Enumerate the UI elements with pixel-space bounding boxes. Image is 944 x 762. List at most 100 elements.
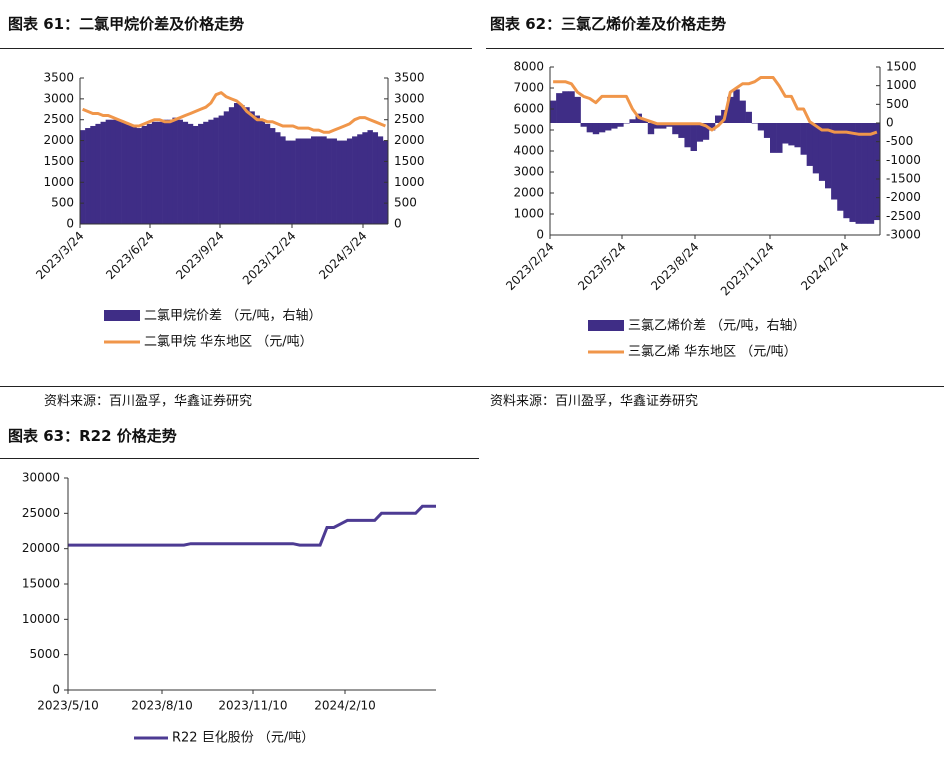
c61-bar-46 [316,136,322,224]
c61-bar-8 [121,121,127,224]
c63-price-line [68,504,436,547]
c61-bar-49 [331,138,337,224]
c61-y-left-label-1: 500 [51,196,74,210]
c61-bar-40 [285,140,291,224]
c62-bar-45 [825,123,832,189]
c61-bar-6 [110,119,117,224]
c62-y-right-label-7: 500 [886,97,909,111]
c61-bar-50 [336,140,343,224]
c62-bar-42 [806,123,814,166]
c61-bar-44 [305,138,312,224]
c63-x-label-1: 2023/8/10 [131,699,193,713]
c62-y-left-label-1: 1000 [513,207,544,221]
c62-y-left-label-8: 8000 [513,60,544,74]
c61-bar-36 [264,123,271,224]
c62-bar-21 [678,123,685,138]
c62-bar-11 [617,123,624,127]
c61-x-label-2: 2023/9/24 [173,229,226,282]
c61-y-left-label-3: 1500 [43,154,74,168]
c61-bar-16 [162,119,168,224]
c62-bar-4 [574,96,581,123]
c62-price-line [553,76,878,136]
c61-bar-12 [141,125,148,224]
c61-legend-label-0: 二氯甲烷价差 （元/吨，右轴） [144,309,322,324]
c61-bar-41 [290,140,296,224]
c61-bar-21 [187,123,194,224]
chart-61-title-rule [0,48,472,49]
c62-bar-10 [611,123,618,129]
c61-y-left-label-4: 2000 [43,133,74,147]
c62-x-label-1: 2023/5/24 [575,240,628,293]
c61-bar-23 [198,123,204,224]
c61-bar-13 [146,123,153,224]
c62-bar-25 [702,123,710,140]
c62-x-label-4: 2024/2/24 [798,240,851,293]
c61-bar-19 [177,119,183,224]
section-divider-rule [0,386,944,387]
c62-bar-5 [580,123,587,127]
c62-legend-label-1: 三氯乙烯 华东地区 （元/吨） [628,345,797,360]
c61-bar-18 [172,117,178,224]
c63-y-label-6: 30000 [22,471,60,485]
c61-y-left-label-6: 3000 [43,91,74,105]
c62-y-right-label-1: -2500 [886,209,921,223]
c62-y-left-label-3: 3000 [513,165,544,179]
c61-bar-25 [208,119,214,224]
c62-bar-16 [647,123,655,135]
c61-y-left-label-0: 0 [66,217,74,231]
c62-bar-29 [727,96,734,123]
c61-x-label-0: 2023/3/24 [33,229,86,282]
c61-bar-11 [136,128,142,224]
c61-y-left-label-2: 1000 [43,175,74,189]
c63-y-label-0: 0 [52,683,60,697]
c62-bar-6 [586,123,594,133]
c61-bar-7 [115,119,122,224]
c62-bar-47 [837,123,844,211]
chart-62-source: 资料来源：百川盈孚，华鑫证券研究 [490,394,699,409]
c62-bar-26 [708,123,716,131]
c62-bar-13 [629,119,636,123]
c62-y-right-label-8: 1000 [886,78,917,92]
chart-61-title: 图表 61：二氯甲烷价差及价格走势 [8,15,245,33]
c62-bar-41 [800,123,807,155]
c61-y-right-label-1: 500 [394,196,417,210]
c62-bar-37 [776,123,783,153]
c62-bar-49 [849,123,856,222]
c62-bar-33 [751,123,759,124]
c61-bar-5 [105,119,112,224]
c63-y-label-1: 5000 [29,647,60,661]
chart-62-title-rule [486,48,944,49]
c61-y-right-label-5: 2500 [394,112,425,126]
c62-bar-35 [763,123,771,138]
c63-y-label-5: 25000 [22,506,60,520]
c62-bar-51 [861,123,869,224]
c62-bar-34 [757,123,765,131]
c61-bar-3 [95,123,101,224]
c62-y-right-label-2: -2000 [886,190,921,204]
c61-bar-47 [321,136,327,224]
c62-y-left-label-5: 5000 [513,123,544,137]
c61-x-label-1: 2023/6/24 [103,229,156,282]
c62-bar-31 [739,100,746,123]
c61-bar-9 [126,123,132,224]
chart-63-title-rule [0,458,479,459]
c61-bar-26 [213,117,219,224]
c62-legend-label-0: 三氯乙烯价差 （元/吨，右轴） [628,319,806,334]
c61-bar-0 [80,130,86,224]
c61-y-right-label-0: 0 [394,217,402,231]
c62-bar-52 [867,123,875,224]
c62-bar-32 [745,111,752,123]
chart-61-source: 资料来源：百川盈孚，华鑫证券研究 [44,394,253,409]
c62-y-right-label-9: 1500 [886,60,917,74]
c61-bar-43 [300,138,307,224]
c61-y-right-label-3: 1500 [394,154,425,168]
c61-bar-45 [311,136,317,224]
c61-bar-28 [223,111,230,224]
c61-bar-35 [259,119,266,224]
c61-bar-32 [244,107,250,224]
c62-y-right-label-6: 0 [886,116,894,130]
c62-bar-1 [556,93,563,123]
c63-y-label-4: 20000 [22,541,60,555]
c62-bar-39 [788,123,795,146]
c61-y-right-label-7: 3500 [394,71,425,85]
